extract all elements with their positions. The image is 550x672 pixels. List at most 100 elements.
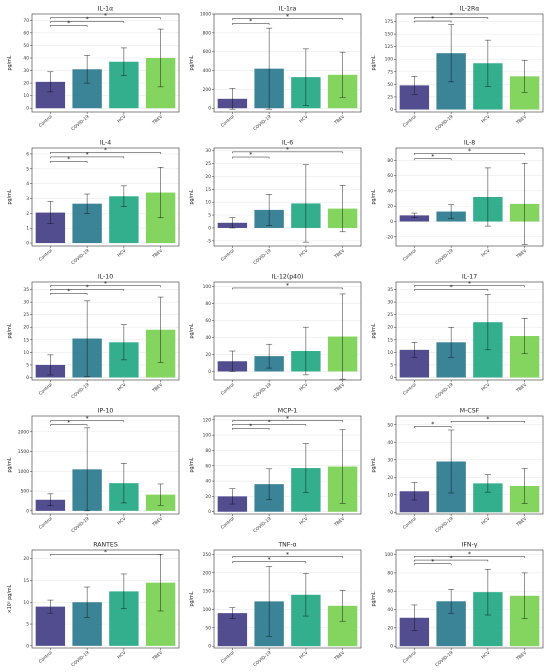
- chart-svg: IL-17 pg/mL 0 5 10 15 20 25 30 35 Control COVID-19 H…: [371, 274, 544, 400]
- plot-frame: [395, 415, 544, 515]
- chart-svg: MCP-1 pg/mL 0 20 40 60 80 100 120 Control COVID-19…: [189, 408, 362, 534]
- y-axis-label: pg/mL: [371, 591, 377, 606]
- y-tick-label: 5: [26, 362, 29, 368]
- y-tick-label: 80: [205, 301, 211, 307]
- y-tick-label: 3: [26, 196, 29, 202]
- chart-panel: TNF-α pg/mL 0 50 100 150 200 250 Control COVID-19…: [186, 540, 366, 672]
- y-tick-label: 200: [203, 87, 212, 93]
- y-tick-label: 30: [387, 300, 393, 306]
- chart-svg: IL-1α pg/mL 0 10 20 30 40 50 60 70 Control COVID-19…: [7, 6, 180, 132]
- significance-bracket: [50, 21, 125, 24]
- y-tick-label: 1500: [18, 449, 29, 455]
- y-axis-label: ×10³ pg/mL: [7, 584, 13, 613]
- significance-bracket: [50, 156, 125, 159]
- y-axis-label: pg/mL: [371, 457, 377, 472]
- y-tick-label: 10: [387, 350, 393, 356]
- error-bar: [229, 217, 236, 229]
- x-tick-label: COVID-19: [70, 516, 90, 534]
- chart-panel: IL-12(p40) pg/mL 0 20 40 60 80 100 Control COVID-…: [186, 272, 366, 404]
- x-tick-label: HCV: [116, 382, 127, 393]
- x-tick-label: Control: [402, 248, 418, 263]
- y-tick-label: 100: [203, 433, 212, 439]
- y-tick-label: 25: [387, 312, 393, 318]
- y-tick-label: 80: [387, 570, 393, 576]
- y-tick-label: 60: [205, 463, 211, 469]
- y-tick-label: 60: [205, 318, 211, 324]
- x-tick-label: COVID-19: [434, 382, 454, 400]
- x-tick-label: TBEV: [150, 650, 163, 663]
- significance-bracket: [50, 424, 88, 427]
- significance-bracket: [232, 287, 343, 290]
- error-bar: [448, 589, 455, 614]
- y-tick-label: 20: [387, 325, 393, 331]
- y-tick-label: 20: [205, 174, 211, 180]
- y-tick-label: 20: [23, 556, 29, 562]
- plot-frame: [31, 13, 180, 113]
- significance-bracket: [232, 23, 270, 25]
- significance-star: *: [104, 12, 107, 19]
- x-tick-label: Control: [220, 114, 236, 129]
- significance-star: *: [67, 20, 70, 27]
- significance-bracket: [414, 563, 452, 566]
- error-bar: [411, 482, 418, 501]
- x-tick-label: COVID-19: [70, 650, 90, 668]
- y-tick-label: 0: [26, 241, 29, 247]
- plot-frame: [213, 281, 362, 381]
- y-axis-label: pg/mL: [7, 189, 13, 204]
- error-bar: [157, 483, 164, 506]
- significance-bracket: [50, 289, 125, 292]
- y-axis-label: pg/mL: [7, 457, 13, 472]
- x-tick-label: Control: [402, 382, 418, 397]
- x-tick-label: TBEV: [514, 516, 527, 529]
- y-axis-label: pg/mL: [189, 55, 195, 70]
- y-tick-label: 5: [390, 362, 393, 368]
- y-tick-label: 0: [390, 375, 393, 381]
- y-tick-label: 400: [203, 68, 212, 74]
- x-tick-label: TBEV: [514, 248, 527, 261]
- error-bar: [484, 474, 491, 493]
- significance-bracket: [50, 420, 125, 423]
- y-tick-label: 0: [390, 107, 393, 113]
- x-tick-label: Control: [38, 382, 54, 397]
- error-bar: [302, 573, 309, 617]
- y-tick-label: -20: [386, 234, 393, 240]
- x-tick-label: Control: [220, 516, 236, 531]
- significance-bracket: [232, 151, 343, 154]
- x-tick-label: Control: [38, 248, 54, 263]
- chart-svg: IL-10 pg/mL 0 5 10 15 20 25 30 35 Control COVID-19 H…: [7, 274, 180, 400]
- error-bar: [229, 488, 236, 505]
- y-tick-label: 0: [390, 644, 393, 650]
- y-tick-label: 0: [26, 375, 29, 381]
- chart-panel: IL-10 pg/mL 0 5 10 15 20 25 30 35 Control COVID-19 H…: [4, 272, 184, 404]
- x-tick-label: Control: [220, 248, 236, 263]
- x-tick-label: HCV: [480, 516, 491, 527]
- y-axis-label: pg/mL: [189, 591, 195, 606]
- chart-svg: IL-6 pg/mL -5 0 5 10 15 20 25 30 Control COVID-19 HC…: [189, 140, 362, 266]
- x-tick-label: TBEV: [150, 516, 163, 529]
- y-tick-label: 15: [23, 337, 29, 343]
- y-tick-label: 60: [23, 30, 29, 36]
- significance-star: *: [450, 555, 453, 562]
- y-tick-label: 20: [23, 81, 29, 87]
- y-tick-label: 175: [385, 19, 394, 25]
- significance-bracket: [414, 556, 525, 558]
- y-tick-label: 1000: [200, 12, 211, 18]
- y-tick-label: 10: [23, 600, 29, 606]
- y-tick-label: 20: [205, 352, 211, 358]
- y-tick-label: 0: [208, 225, 211, 231]
- chart-panel: IP-10 pg/mL 0 500 1000 1500 2000 Control COVID-1…: [4, 406, 184, 538]
- y-tick-label: 40: [23, 55, 29, 61]
- error-bar: [47, 201, 54, 224]
- y-tick-label: 5: [26, 622, 29, 628]
- y-tick-label: 40: [387, 607, 393, 613]
- significance-star: *: [86, 415, 89, 422]
- y-tick-label: 15: [23, 578, 29, 584]
- plot-frame: [31, 549, 180, 649]
- error-bar: [84, 55, 91, 84]
- significance-bracket: [232, 556, 343, 559]
- y-tick-label: 100: [385, 552, 394, 558]
- significance-bracket: [50, 152, 161, 154]
- error-bar: [484, 294, 491, 351]
- x-tick-label: COVID-19: [252, 382, 272, 400]
